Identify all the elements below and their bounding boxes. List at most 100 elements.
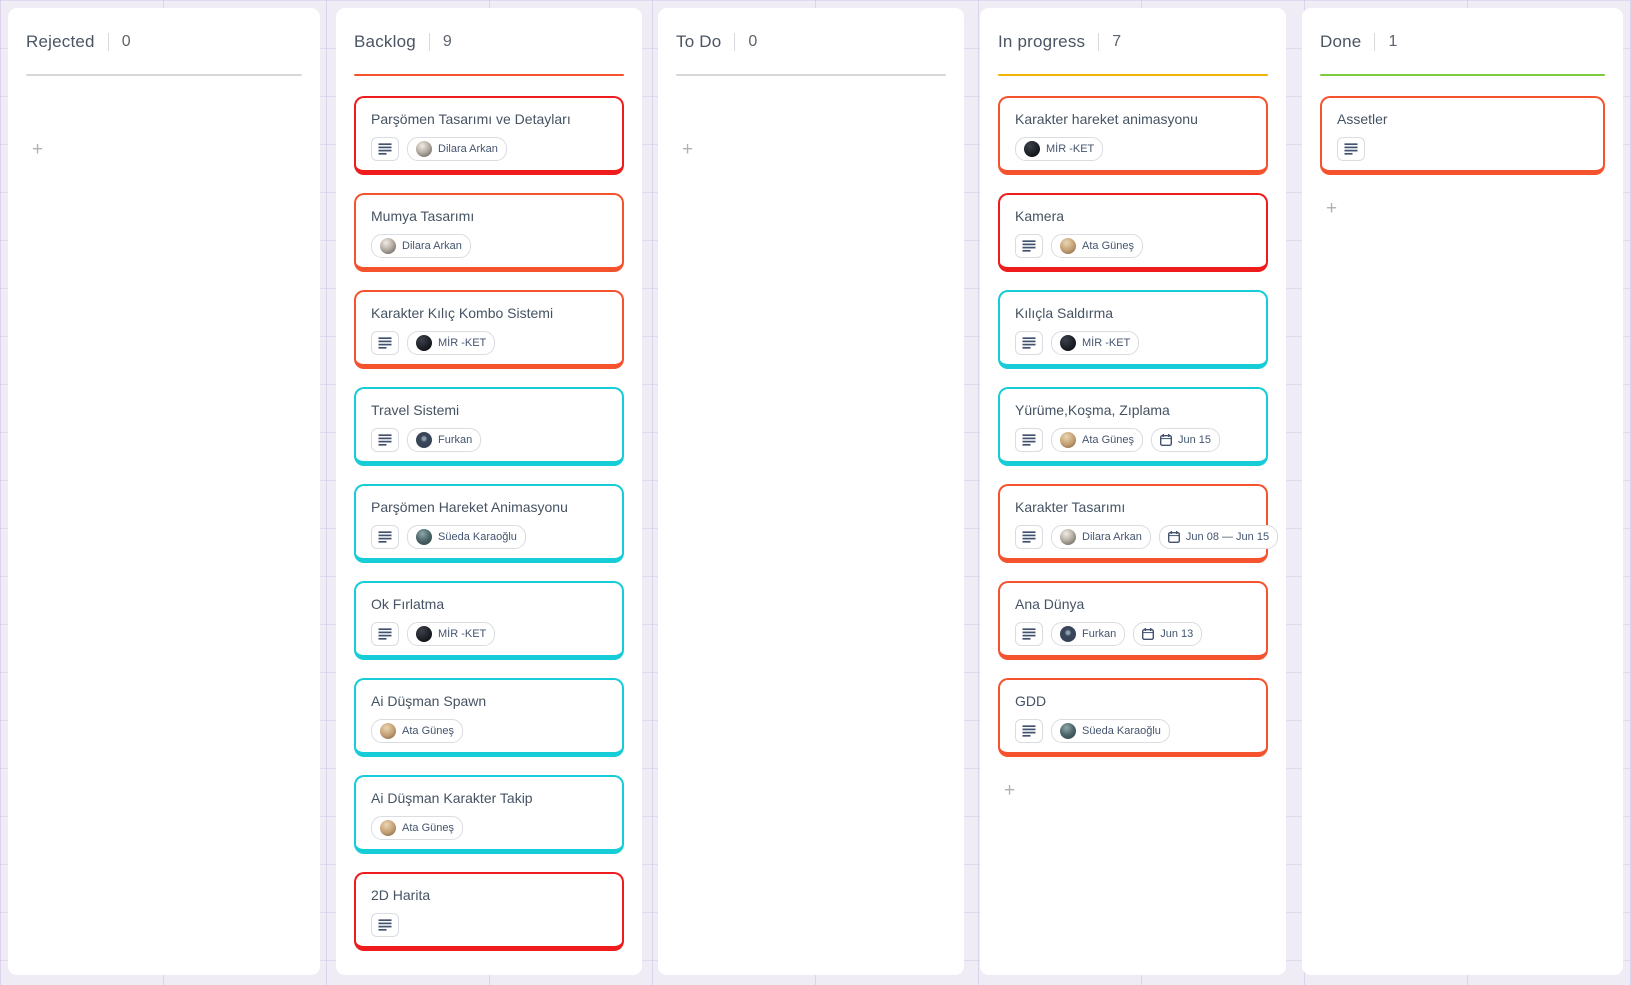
card[interactable]: Travel Sistemi Furkan	[354, 387, 624, 466]
column-title: Rejected	[26, 32, 95, 51]
assignee-name: Ata Güneş	[402, 822, 454, 834]
card[interactable]: Yürüme,Koşma, Zıplama Ata Güneş Jun 15	[998, 387, 1268, 466]
card-badges	[371, 913, 607, 937]
card-title: Karakter hareket animasyonu	[1015, 111, 1198, 127]
card-badges: MİR -KET	[371, 331, 607, 355]
column-count-badge: 9	[442, 33, 452, 50]
card[interactable]: Mumya Tasarımı Dilara Arkan	[354, 193, 624, 272]
card[interactable]: Parşömen Tasarımı ve Detayları Dilara Ark…	[354, 96, 624, 175]
avatar	[416, 626, 432, 642]
column-header-divider	[1098, 33, 1100, 51]
assignee-chip: Dilara Arkan	[1051, 525, 1151, 549]
column-header: Backlog 9	[336, 8, 642, 76]
description-badge	[1015, 331, 1043, 355]
column-cards: Karakter hareket animasyonu MİR -KET Kamer…	[980, 76, 1286, 801]
card[interactable]: Ana Dünya Furkan Jun 13	[998, 581, 1268, 660]
assignee-name: Ata Güneş	[402, 725, 454, 737]
due-date-label: Jun 08 — Jun 15	[1185, 531, 1270, 543]
card-title: Yürüme,Koşma, Zıplama	[1015, 402, 1170, 418]
card[interactable]: Parşömen Hareket Animasyonu Süeda Karaoğl…	[354, 484, 624, 563]
card[interactable]: Kılıçla Saldırma MİR -KET	[998, 290, 1268, 369]
assignee-chip: Furkan	[1051, 622, 1126, 646]
card[interactable]: Assetler	[1320, 96, 1605, 175]
card[interactable]: GDD Süeda Karaoğlu	[998, 678, 1268, 757]
add-card-button[interactable]: +	[1004, 780, 1016, 801]
card-title: Mumya Tasarımı	[371, 208, 475, 224]
card[interactable]: Karakter Kılıç Kombo Sistemi MİR -KET	[354, 290, 624, 369]
description-badge	[371, 913, 399, 937]
avatar	[1060, 723, 1076, 739]
card-badges: MİR -KET	[1015, 331, 1251, 355]
add-card-button[interactable]: +	[1326, 198, 1338, 219]
avatar	[416, 141, 432, 157]
card[interactable]: Ai Düşman Karakter Takip Ata Güneş	[354, 775, 624, 854]
column-count-badge: 1	[1388, 33, 1398, 50]
calendar-icon	[1159, 434, 1172, 446]
description-icon	[378, 433, 392, 446]
avatar	[416, 432, 432, 448]
card[interactable]: Karakter Tasarımı Dilara Arkan Jun 08 — Ju…	[998, 484, 1279, 563]
description-icon	[1022, 724, 1036, 737]
column-header: In progress 7	[980, 8, 1286, 76]
card[interactable]: Ok Fırlatma MİR -KET	[354, 581, 624, 660]
description-icon	[378, 336, 392, 349]
add-card-button[interactable]: +	[682, 139, 694, 160]
assignee-chip: MİR -KET	[407, 622, 496, 646]
avatar	[380, 723, 396, 739]
assignee-chip: Ata Güneş	[1051, 234, 1143, 258]
assignee-name: Dilara Arkan	[402, 240, 462, 252]
column-title-row: Backlog 9	[354, 30, 624, 54]
due-date-chip: Jun 13	[1133, 622, 1203, 646]
card-badges: Ata Güneş	[1015, 234, 1251, 258]
card-title: Ai Düşman Karakter Takip	[371, 790, 533, 806]
description-badge	[1015, 525, 1043, 549]
description-badge	[1015, 622, 1043, 646]
assignee-name: MİR -KET	[1046, 143, 1095, 155]
description-icon	[1022, 627, 1036, 640]
column-backlog: Backlog 9 Parşömen Tasarımı ve Detayları Di…	[336, 8, 642, 975]
card[interactable]: Karakter hareket animasyonu MİR -KET	[998, 96, 1268, 175]
avatar	[1060, 626, 1076, 642]
avatar	[1060, 529, 1076, 545]
assignee-name: Dilara Arkan	[1082, 531, 1142, 543]
column-header: Done 1	[1302, 8, 1623, 76]
card-title: Ok Fırlatma	[371, 596, 445, 612]
column-count-badge: 0	[748, 33, 758, 50]
description-icon	[378, 530, 392, 543]
due-date-label: Jun 13	[1160, 628, 1194, 640]
assignee-chip: MİR -KET	[1051, 331, 1140, 355]
column-count-badge: 0	[121, 33, 131, 50]
card-title: Travel Sistemi	[371, 402, 460, 418]
column-cards: Assetler +	[1302, 76, 1623, 219]
assignee-name: Süeda Karaoğlu	[1082, 725, 1161, 737]
avatar	[1060, 335, 1076, 351]
add-card-button[interactable]: +	[32, 139, 44, 160]
calendar-icon	[1167, 531, 1180, 543]
assignee-chip: Süeda Karaoğlu	[407, 525, 526, 549]
card-title: Ana Dünya	[1015, 596, 1085, 612]
card-badges	[1337, 137, 1588, 161]
assignee-chip: Dilara Arkan	[371, 234, 471, 258]
column-title-row: Rejected 0	[26, 30, 302, 54]
calendar-icon	[1142, 628, 1155, 640]
assignee-name: Furkan	[438, 434, 473, 446]
card-badges: Furkan Jun 13	[1015, 622, 1251, 646]
card-badges: Süeda Karaoğlu	[371, 525, 607, 549]
card-title: GDD	[1015, 693, 1047, 709]
assignee-chip: Furkan	[407, 428, 482, 452]
assignee-chip: Ata Güneş	[371, 816, 463, 840]
assignee-chip: Dilara Arkan	[407, 137, 507, 161]
card[interactable]: Ai Düşman Spawn Ata Güneş	[354, 678, 624, 757]
card-badges: MİR -KET	[1015, 137, 1251, 161]
assignee-name: MİR -KET	[438, 628, 487, 640]
description-badge	[371, 137, 399, 161]
avatar	[1060, 432, 1076, 448]
column-accent-bar	[998, 74, 1268, 76]
card-badges: Dilara Arkan	[371, 137, 607, 161]
description-badge	[371, 622, 399, 646]
avatar	[1060, 238, 1076, 254]
card[interactable]: Kamera Ata Güneş	[998, 193, 1268, 272]
card-badges: Dilara Arkan	[371, 234, 607, 258]
card[interactable]: 2D Harita	[354, 872, 624, 951]
